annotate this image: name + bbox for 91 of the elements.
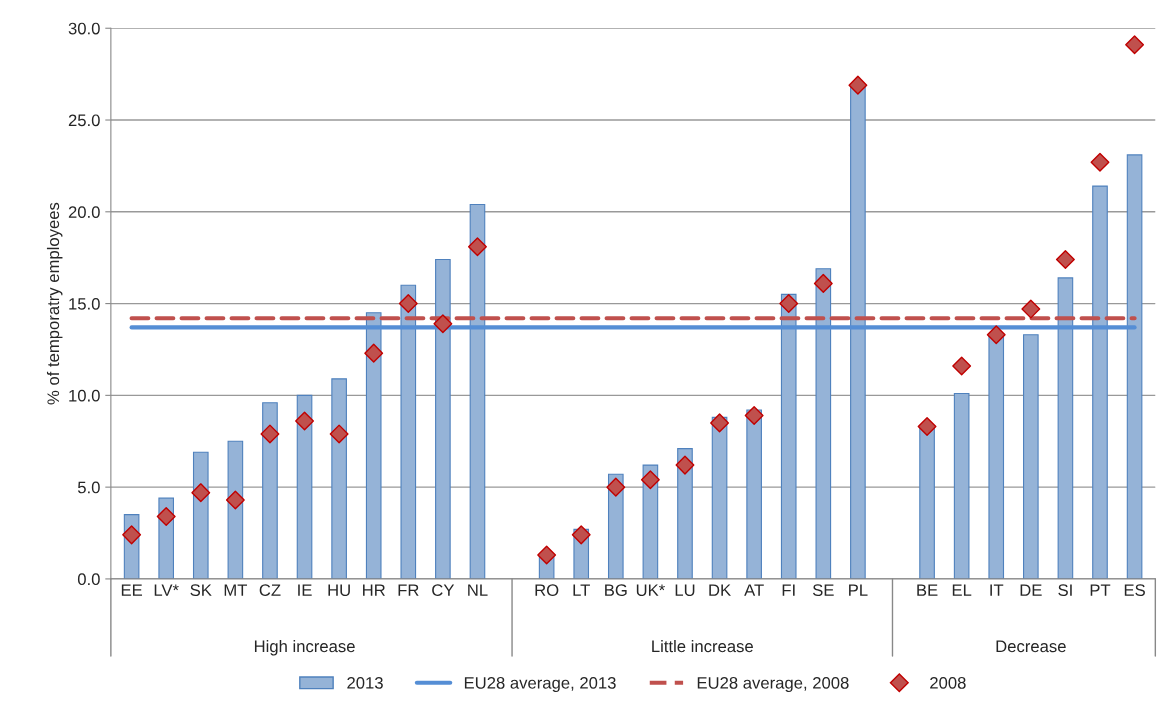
x-tick-label: SE [812,584,834,597]
point [640,470,660,490]
x-tick-label: AT [744,584,764,596]
x-tick-label: FR [398,584,419,596]
y-tick-label: 15.0 [69,297,100,310]
x-tick-label: RO [535,584,559,597]
x-tick-label: MT [224,584,248,596]
bar [435,258,451,579]
bar [988,336,1005,579]
x-tick-label: FI [782,584,795,596]
point [1125,35,1145,55]
bar [227,440,244,579]
point [398,294,418,314]
y-tick-label: 30.0 [68,22,100,35]
x-tick-label: EL [952,584,972,596]
point [1021,299,1041,319]
x-tick-label: PL [849,584,868,596]
x-tick-label: NL [468,584,488,596]
x-tick-label: HR [363,584,385,596]
point [329,424,349,444]
bar [400,284,417,579]
x-tick-label: SK [190,584,212,597]
point [467,237,487,257]
bar [365,312,382,579]
bar [1092,185,1108,579]
point [779,294,799,314]
x-tick-label: BG [605,584,627,597]
point [744,406,764,426]
legend-label: EU28 average, 2013 [464,676,616,693]
y-tick-label: 10.0 [69,389,100,402]
point [848,75,868,95]
legend-label: 2013 [347,676,383,689]
point [813,273,833,293]
x-tick-label: ES [1124,584,1145,597]
y-tick-label: 0.0 [77,573,100,586]
point [1055,250,1075,270]
x-tick-label: HU [328,584,350,597]
text: Little increase [652,639,753,653]
bar [780,293,797,579]
point [364,343,384,363]
x-tick-label: PT [1090,584,1111,596]
point [156,507,176,526]
legend-label: EU28 average, 2008 [697,676,849,693]
point [986,325,1006,345]
point [952,356,972,376]
bar [1023,334,1039,579]
point [433,314,453,334]
point [191,483,211,503]
y-tick-label: 5.0 [77,481,100,494]
point [122,525,142,545]
bar [192,451,209,579]
x-tick-label: LV* [154,584,179,596]
x-tick-label: BE [917,584,938,596]
x-tick-label: IE [298,584,312,596]
x-tick-label: UK* [636,584,665,597]
y-axis-title: % of temporatry employees [46,202,63,405]
text: Decrease [996,640,1066,653]
bar [677,448,693,579]
point [295,411,315,431]
x-tick-label: DE [1020,584,1042,596]
point [537,545,557,565]
text: High increase [254,639,355,656]
bar [262,402,278,579]
x-tick-label: CY [432,584,455,597]
point [917,417,937,437]
point [675,455,695,475]
x-tick-label: LU [675,584,695,597]
bar [919,426,935,579]
bar [953,392,970,579]
point [260,424,280,444]
point [606,477,626,497]
point [710,413,730,433]
point [1090,152,1110,172]
bar [815,268,832,579]
point [571,525,591,545]
bar [1057,277,1074,579]
x-tick-label: IT [990,584,1004,596]
x-tick-label: CZ [259,584,281,597]
bar [331,378,347,579]
bar [469,203,486,579]
bar [1126,154,1143,579]
x-tick-label: LT [573,584,590,596]
legend-label: 2008 [930,676,966,689]
bar [746,409,762,579]
y-tick-label: 20.0 [68,206,100,218]
x-tick-label: SI [1058,584,1072,597]
point [225,490,245,510]
bar [850,84,866,579]
y-tick-label: 25.0 [68,114,100,127]
x-tick-label: EE [121,584,143,596]
x-tick-label: DK [709,584,731,596]
